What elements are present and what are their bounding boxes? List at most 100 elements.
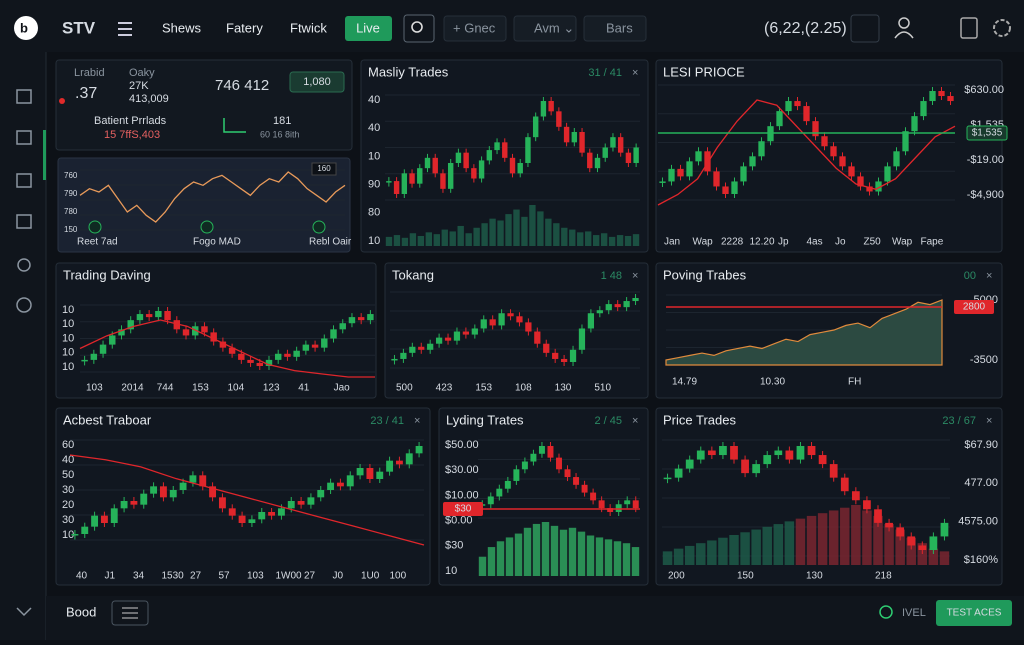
y-label: $10.00 xyxy=(445,489,479,501)
nav-icon[interactable] xyxy=(16,214,32,229)
candle xyxy=(776,111,783,127)
bottom-label: Bood xyxy=(66,604,96,619)
close-icon: × xyxy=(986,415,992,427)
y-label: 10 xyxy=(62,347,74,359)
close-icon: × xyxy=(986,270,992,282)
candle xyxy=(758,141,765,157)
candle xyxy=(614,304,621,308)
close-icon: × xyxy=(414,415,420,427)
candle xyxy=(695,151,702,162)
volume-bar xyxy=(553,223,560,246)
volume-bar xyxy=(616,235,624,246)
info-value: 27K xyxy=(129,80,149,92)
tool-label: Bars xyxy=(606,20,633,35)
collapse-icon[interactable] xyxy=(16,607,32,617)
x-label: 12.20 xyxy=(750,237,775,248)
x-label: 218 xyxy=(875,571,892,582)
candle xyxy=(594,157,601,169)
candle xyxy=(424,157,431,169)
info-title: Batient Prrlads xyxy=(94,115,167,127)
candle xyxy=(696,450,705,460)
nav-icon[interactable] xyxy=(16,130,32,145)
tool-button[interactable] xyxy=(443,15,507,42)
candle xyxy=(763,455,772,465)
live-button[interactable] xyxy=(345,16,392,41)
volume-bar xyxy=(489,218,496,246)
doc-icon[interactable] xyxy=(960,17,978,39)
x-label: 10.30 xyxy=(760,377,785,388)
tool-button[interactable] xyxy=(583,15,647,42)
menu-icon[interactable] xyxy=(118,22,132,36)
x-label: 2014 xyxy=(121,383,144,394)
candle xyxy=(99,344,107,354)
y-label: 40 xyxy=(368,94,380,106)
marker xyxy=(312,220,326,234)
info-right: 60 16 8ith xyxy=(260,129,300,139)
tab[interactable]: Ftwick xyxy=(290,20,327,35)
candle xyxy=(336,482,344,487)
volume-bar xyxy=(817,513,828,565)
nav-icon[interactable] xyxy=(16,89,32,104)
search-label: IVEL xyxy=(902,607,926,619)
x-label: Fogo MAD xyxy=(193,237,241,248)
y-label: $67.90 xyxy=(964,439,998,451)
candle xyxy=(749,156,756,167)
volume-bar xyxy=(529,205,536,246)
x-label: Reet 7ad xyxy=(77,237,118,248)
x-label: 123 xyxy=(263,383,280,394)
candle xyxy=(494,142,500,151)
candle xyxy=(902,131,909,152)
y-label: 10 xyxy=(62,304,74,316)
candle xyxy=(509,157,516,174)
y-label: 150 xyxy=(64,225,78,234)
list-button[interactable] xyxy=(111,600,149,626)
volume-bar xyxy=(559,529,568,576)
candle xyxy=(818,455,827,465)
candle xyxy=(632,500,639,509)
x-label: Jao xyxy=(334,383,351,394)
search-icon[interactable] xyxy=(879,605,893,619)
area xyxy=(665,299,943,366)
top-bar xyxy=(0,0,1024,52)
user-icon[interactable] xyxy=(898,17,910,29)
action-label: TEST ACES xyxy=(947,608,1002,619)
panel-badge: 31 / 41 xyxy=(588,67,622,79)
tool-button[interactable] xyxy=(513,15,577,42)
x-label: 27 xyxy=(190,571,202,582)
candle xyxy=(829,464,838,478)
search-button[interactable] xyxy=(403,14,435,43)
candle xyxy=(874,509,882,523)
tab[interactable]: Fatery xyxy=(226,20,263,35)
volume-bar xyxy=(917,543,928,565)
candle xyxy=(517,163,523,174)
volume-bar xyxy=(751,529,761,565)
volume-bar xyxy=(592,235,600,246)
candle xyxy=(513,469,520,481)
logo[interactable] xyxy=(14,16,38,40)
nav-icon[interactable] xyxy=(17,258,31,272)
candle xyxy=(532,116,539,138)
volume-bar xyxy=(862,510,872,565)
panel-title: Lyding Trates xyxy=(446,412,524,427)
mini-tag xyxy=(311,162,337,176)
candle xyxy=(885,522,893,528)
y-label: -$4,900 xyxy=(967,189,1004,201)
volume-bar xyxy=(608,236,616,246)
action-button[interactable] xyxy=(936,600,1012,626)
settings-icon[interactable] xyxy=(993,19,1011,37)
info-label: Lrabid xyxy=(74,67,105,79)
volume-bar xyxy=(513,209,520,246)
tab[interactable]: Shews xyxy=(162,20,202,35)
candle xyxy=(182,329,190,336)
nav-icon[interactable] xyxy=(16,297,32,313)
volume-bar xyxy=(895,529,905,565)
candle xyxy=(525,322,532,332)
add-button[interactable] xyxy=(850,14,880,43)
x-label: J1 xyxy=(105,571,116,582)
nav-icon[interactable] xyxy=(16,173,32,188)
candle xyxy=(807,446,816,456)
volume-bar xyxy=(773,524,784,565)
candle xyxy=(564,469,571,478)
volume-bar xyxy=(537,211,544,246)
